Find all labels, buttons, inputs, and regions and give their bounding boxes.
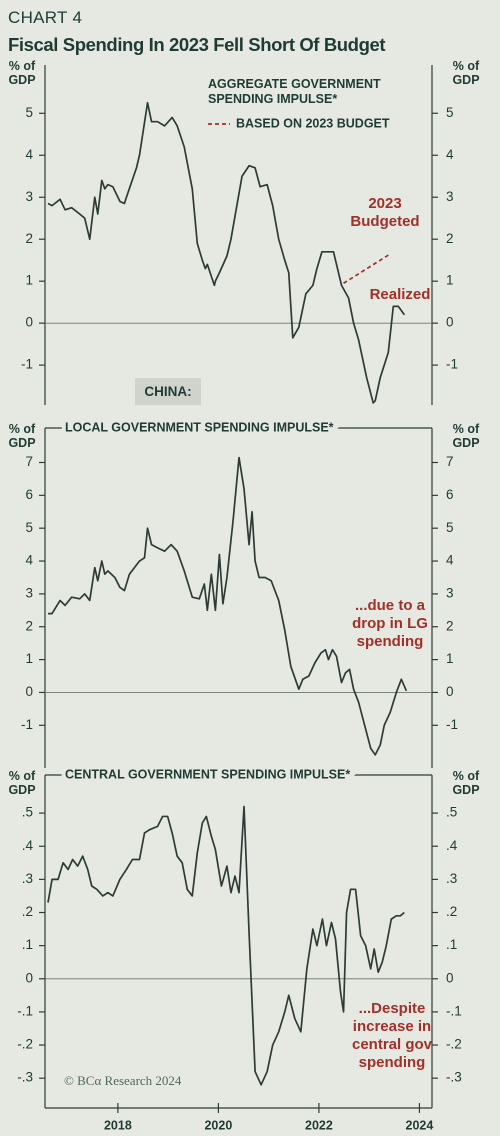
y-tick-label: 3 xyxy=(25,585,33,600)
y-tick-label: 7 xyxy=(25,454,33,469)
y2-tick-label: 5 xyxy=(446,105,454,120)
source: © BCα Research 2024 xyxy=(64,1073,182,1088)
y-axis-label: % of GDP xyxy=(8,769,36,797)
y2-tick-label: .1 xyxy=(446,937,457,952)
legend-label: CENTRAL GOVERNMENT SPENDING IMPULSE* xyxy=(65,767,350,781)
y-tick-label: .4 xyxy=(22,838,34,853)
y-tick-label: 1 xyxy=(25,651,33,666)
annotation: Realized xyxy=(369,286,431,303)
annotation: ...Despite increase in central gov spend… xyxy=(351,1000,433,1071)
y-tick-label: .5 xyxy=(22,805,33,820)
y2-tick-label: 6 xyxy=(446,487,454,502)
chart-kicker: CHART 4 xyxy=(8,8,83,27)
y2-tick-label: .4 xyxy=(446,838,458,853)
y-axis-label: % of GDP xyxy=(8,59,36,87)
y-tick-label: 0 xyxy=(25,970,33,985)
annotation: 2023 Budgeted xyxy=(350,195,420,230)
y-tick-label: 2 xyxy=(25,231,33,246)
y-tick-label: 0 xyxy=(25,684,33,699)
series-line xyxy=(48,456,408,756)
legend-label: LOCAL GOVERNMENT SPENDING IMPULSE* xyxy=(65,420,334,434)
series-line xyxy=(47,805,405,1086)
y2-tick-label: 7 xyxy=(446,454,454,469)
y-tick-label: .3 xyxy=(22,871,33,886)
y2-tick-label: .2 xyxy=(446,904,457,919)
y-tick-label: 5 xyxy=(25,105,33,120)
y-tick-label: 3 xyxy=(25,189,33,204)
y2-tick-label: 1 xyxy=(446,651,454,666)
legend-label: AGGREGATE GOVERNMENT SPENDING IMPULSE* xyxy=(208,77,381,106)
y2-tick-label: 0 xyxy=(446,684,454,699)
y-tick-label: -1 xyxy=(21,357,33,372)
y2-tick-label: -1 xyxy=(446,717,458,732)
y-tick-label: -1 xyxy=(21,717,33,732)
y2-axis-label: % of GDP xyxy=(452,769,480,797)
x-tick-label: 2018 xyxy=(104,1118,132,1132)
y-tick-label: 2 xyxy=(25,618,33,633)
y2-tick-label: 0 xyxy=(446,970,454,985)
y2-tick-label: .3 xyxy=(446,871,457,886)
legend-label: BASED ON 2023 BUDGET xyxy=(236,116,390,130)
chart-title: Fiscal Spending In 2023 Fell Short Of Bu… xyxy=(8,34,386,55)
annotation: ...due to a drop in LG spending xyxy=(352,597,428,650)
y-tick-label: .2 xyxy=(22,904,33,919)
y2-tick-label: -.1 xyxy=(446,1003,462,1018)
y2-axis-label: % of GDP xyxy=(452,422,480,450)
y2-tick-label: 2 xyxy=(446,618,454,633)
y2-axis-label: % of GDP xyxy=(452,59,480,87)
y2-tick-label: 0 xyxy=(446,315,454,330)
y2-tick-label: -.3 xyxy=(446,1070,462,1085)
series-line xyxy=(47,101,406,404)
y2-tick-label: 3 xyxy=(446,585,454,600)
y2-tick-label: -1 xyxy=(446,357,458,372)
y-tick-label: 5 xyxy=(25,520,33,535)
y2-tick-label: 1 xyxy=(446,273,454,288)
y-tick-label: -.2 xyxy=(17,1037,33,1052)
x-tick-label: 2020 xyxy=(204,1118,232,1132)
y-tick-label: 1 xyxy=(25,273,33,288)
y2-tick-label: 5 xyxy=(446,520,454,535)
y-tick-label: 6 xyxy=(25,487,33,502)
y2-tick-label: 4 xyxy=(446,553,454,568)
y-tick-label: -.3 xyxy=(17,1070,33,1085)
y-tick-label: .1 xyxy=(22,937,33,952)
y2-tick-label: -.2 xyxy=(446,1037,462,1052)
y2-tick-label: 2 xyxy=(446,231,454,246)
y2-tick-label: 4 xyxy=(446,147,454,162)
annotation: CHINA: xyxy=(135,378,201,405)
y-tick-label: 4 xyxy=(25,553,33,568)
y-tick-label: 4 xyxy=(25,147,33,162)
x-tick-label: 2022 xyxy=(305,1118,333,1132)
y-tick-label: 0 xyxy=(25,315,33,330)
y-axis-label: % of GDP xyxy=(8,422,36,450)
y2-tick-label: .5 xyxy=(446,805,457,820)
x-tick-label: 2024 xyxy=(406,1118,434,1132)
y-tick-label: -.1 xyxy=(17,1003,33,1018)
y2-tick-label: 3 xyxy=(446,189,454,204)
series-line xyxy=(343,253,391,284)
